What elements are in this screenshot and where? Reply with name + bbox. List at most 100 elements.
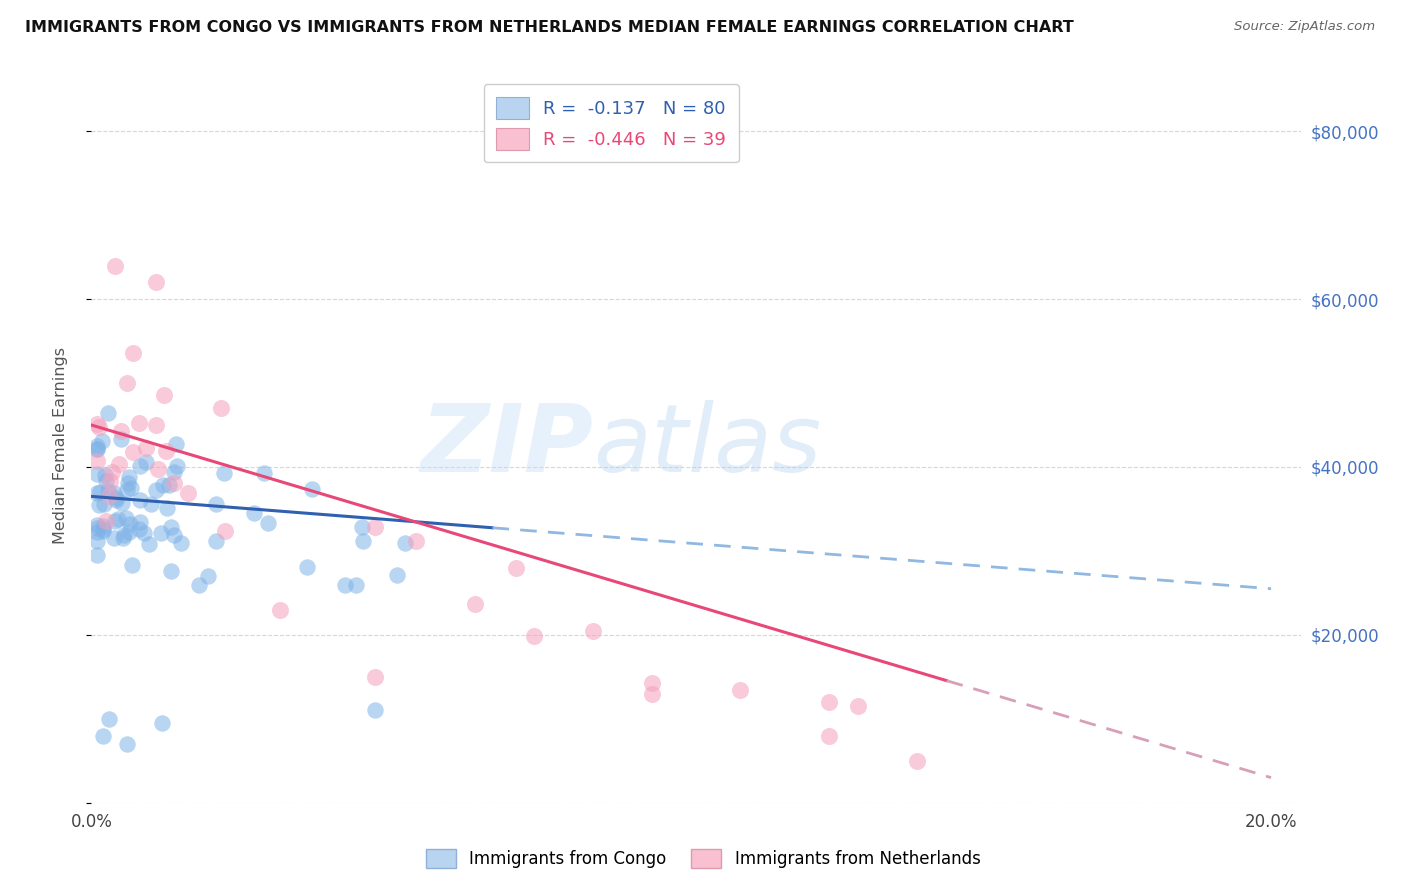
Point [86, 525, 108, 540]
Point [91, 524, 114, 539]
Point [110, 432, 132, 446]
Point [98, 712, 121, 726]
Point [91, 434, 114, 448]
Point [91, 522, 114, 536]
Point [115, 510, 138, 524]
Point [118, 469, 141, 483]
Point [89, 484, 111, 499]
Point [160, 564, 183, 578]
Point [582, 624, 605, 638]
Point [205, 498, 228, 512]
Point [159, 519, 181, 533]
Point [153, 388, 176, 402]
Point [209, 401, 232, 416]
Point [104, 514, 127, 528]
Point [212, 466, 235, 480]
Point [165, 436, 187, 450]
Point [86, 521, 108, 535]
Point [101, 465, 124, 479]
Point [118, 516, 141, 531]
Y-axis label: Median Female Earnings: Median Female Earnings [53, 348, 67, 544]
Point [301, 483, 323, 497]
Point [363, 670, 385, 684]
Point [97, 406, 120, 420]
Point [86, 467, 108, 482]
Point [157, 477, 180, 491]
Point [505, 560, 527, 574]
Point [107, 457, 129, 471]
Point [145, 417, 167, 432]
Point [120, 481, 142, 495]
Point [464, 598, 486, 612]
Point [352, 520, 374, 534]
Point [846, 698, 869, 713]
Point [86, 533, 108, 548]
Point [128, 522, 150, 536]
Point [394, 536, 416, 550]
Point [243, 506, 266, 520]
Point [105, 491, 128, 505]
Point [86, 486, 108, 500]
Point [138, 537, 160, 551]
Point [86, 518, 108, 533]
Point [97, 484, 120, 499]
Point [86, 454, 108, 468]
Point [132, 526, 155, 541]
Point [205, 534, 228, 549]
Point [170, 536, 193, 550]
Point [214, 524, 236, 538]
Text: atlas: atlas [593, 401, 821, 491]
Point [257, 516, 280, 530]
Point [103, 486, 125, 500]
Legend: R =  -0.137   N = 80, R =  -0.446   N = 39: R = -0.137 N = 80, R = -0.446 N = 39 [484, 84, 740, 162]
Point [107, 512, 129, 526]
Point [104, 259, 127, 273]
Point [149, 526, 172, 541]
Text: ZIP: ZIP [420, 400, 593, 492]
Text: Source: ZipAtlas.com: Source: ZipAtlas.com [1234, 20, 1375, 33]
Point [115, 376, 138, 390]
Point [91, 729, 114, 743]
Point [145, 275, 167, 289]
Point [641, 687, 664, 701]
Point [128, 416, 150, 430]
Point [86, 442, 108, 456]
Point [385, 567, 408, 582]
Point [405, 534, 427, 549]
Point [146, 461, 169, 475]
Point [128, 515, 150, 529]
Point [89, 420, 111, 434]
Point [523, 629, 546, 643]
Point [129, 458, 152, 473]
Point [335, 577, 357, 591]
Point [139, 497, 162, 511]
Point [103, 531, 125, 545]
Point [117, 476, 139, 491]
Point [98, 474, 121, 488]
Point [163, 465, 186, 479]
Point [94, 467, 117, 482]
Point [817, 729, 839, 743]
Point [94, 474, 117, 488]
Point [163, 528, 186, 542]
Point [150, 716, 173, 731]
Point [156, 501, 179, 516]
Point [269, 603, 291, 617]
Point [122, 345, 145, 359]
Point [118, 524, 141, 539]
Point [163, 475, 186, 490]
Point [91, 519, 114, 533]
Point [112, 527, 135, 541]
Point [121, 445, 143, 459]
Point [97, 489, 120, 503]
Point [145, 483, 167, 497]
Point [86, 417, 108, 431]
Point [155, 443, 177, 458]
Point [115, 483, 138, 497]
Point [817, 695, 839, 709]
Point [352, 534, 374, 549]
Point [166, 459, 188, 474]
Point [728, 683, 751, 698]
Point [121, 558, 143, 572]
Point [111, 531, 134, 545]
